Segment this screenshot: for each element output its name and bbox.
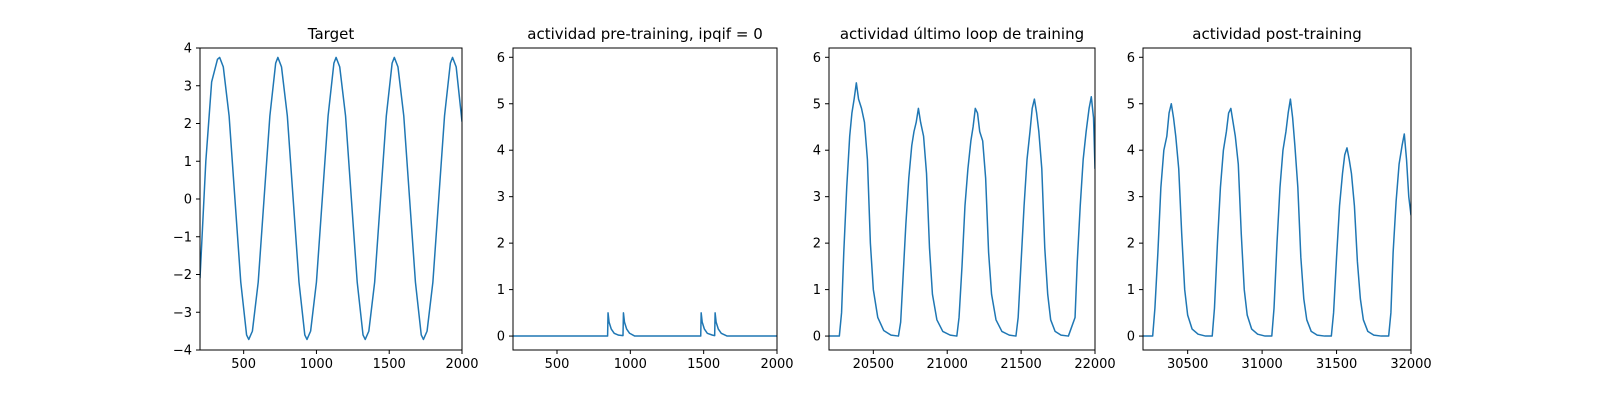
x-tick-label: 31000 [1241, 357, 1282, 372]
x-tick-label: 21500 [1000, 357, 1041, 372]
subplot-title: Target [307, 25, 355, 43]
y-tick-label: 2 [1127, 237, 1135, 252]
axes-frame [1142, 47, 1412, 351]
series-line-pre-training [513, 312, 777, 337]
axes-frame [512, 47, 778, 351]
x-tick-label: 500 [231, 357, 256, 372]
x-tick-label: 1000 [614, 357, 647, 372]
y-tick-label: 2 [813, 237, 821, 252]
y-tick-label: 0 [813, 330, 821, 345]
y-tick-label: −4 [173, 344, 192, 359]
x-tick-label: 31500 [1316, 357, 1357, 372]
x-tick-label: 1500 [373, 357, 406, 372]
y-tick-label: 6 [813, 51, 821, 66]
y-tick-label: 3 [497, 190, 505, 205]
x-tick-label: 30500 [1167, 357, 1208, 372]
y-tick-label: 3 [184, 79, 192, 94]
subplot-title: actividad último loop de training [840, 25, 1084, 43]
x-tick-label: 20500 [853, 357, 894, 372]
y-tick-label: −3 [173, 306, 192, 321]
y-tick-label: 5 [1127, 97, 1135, 112]
x-tick-label: 2000 [760, 357, 793, 372]
x-tick-label: 500 [545, 357, 570, 372]
y-tick-label: 1 [813, 283, 821, 298]
x-tick-label: 1500 [687, 357, 720, 372]
y-tick-label: 5 [497, 97, 505, 112]
y-tick-label: 4 [813, 144, 821, 159]
subplot-3: 20500 21000 21500 22000 0 1 2 3 4 5 6 actividad últ… [813, 25, 1116, 372]
subplot-2: 500 1000 1500 2000 0 1 2 3 4 5 6 actividad pre-trai… [497, 25, 794, 372]
subplot-title: actividad pre-training, ipqif = 0 [527, 25, 763, 43]
y-tick-label: −1 [173, 230, 192, 245]
y-tick-label: 1 [184, 155, 192, 170]
y-tick-label: 2 [184, 117, 192, 132]
y-tick-label: 0 [497, 330, 505, 345]
x-tick-label: 2000 [445, 357, 478, 372]
series-line-post-training [1143, 98, 1411, 337]
x-tick-label: 22000 [1074, 357, 1115, 372]
y-tick-label: 4 [1127, 144, 1135, 159]
y-tick-label: 0 [1127, 330, 1135, 345]
y-tick-label: 5 [813, 97, 821, 112]
x-tick-label: 1000 [300, 357, 333, 372]
y-tick-label: 1 [1127, 283, 1135, 298]
y-tick-label: 4 [497, 144, 505, 159]
y-tick-label: 3 [813, 190, 821, 205]
series-line-target [200, 56, 462, 341]
subplot-4: 30500 31000 31500 32000 0 1 2 3 4 5 6 actividad pos… [1127, 25, 1432, 372]
y-tick-label: 4 [184, 42, 192, 57]
y-tick-label: −2 [173, 268, 192, 283]
subplot-title: actividad post-training [1192, 25, 1361, 43]
y-tick-label: 3 [1127, 190, 1135, 205]
y-tick-label: 6 [497, 51, 505, 66]
y-tick-label: 2 [497, 237, 505, 252]
y-tick-label: 6 [1127, 51, 1135, 66]
axes-frame [828, 47, 1096, 351]
series-line-training [829, 82, 1095, 337]
subplot-1: 500 1000 1500 2000 −4 −3 −2 −1 0 1 2 3 4 Target [173, 25, 479, 372]
y-tick-label: 0 [184, 193, 192, 208]
x-tick-label: 32000 [1390, 357, 1431, 372]
y-tick-label: 1 [497, 283, 505, 298]
x-tick-label: 21000 [927, 357, 968, 372]
